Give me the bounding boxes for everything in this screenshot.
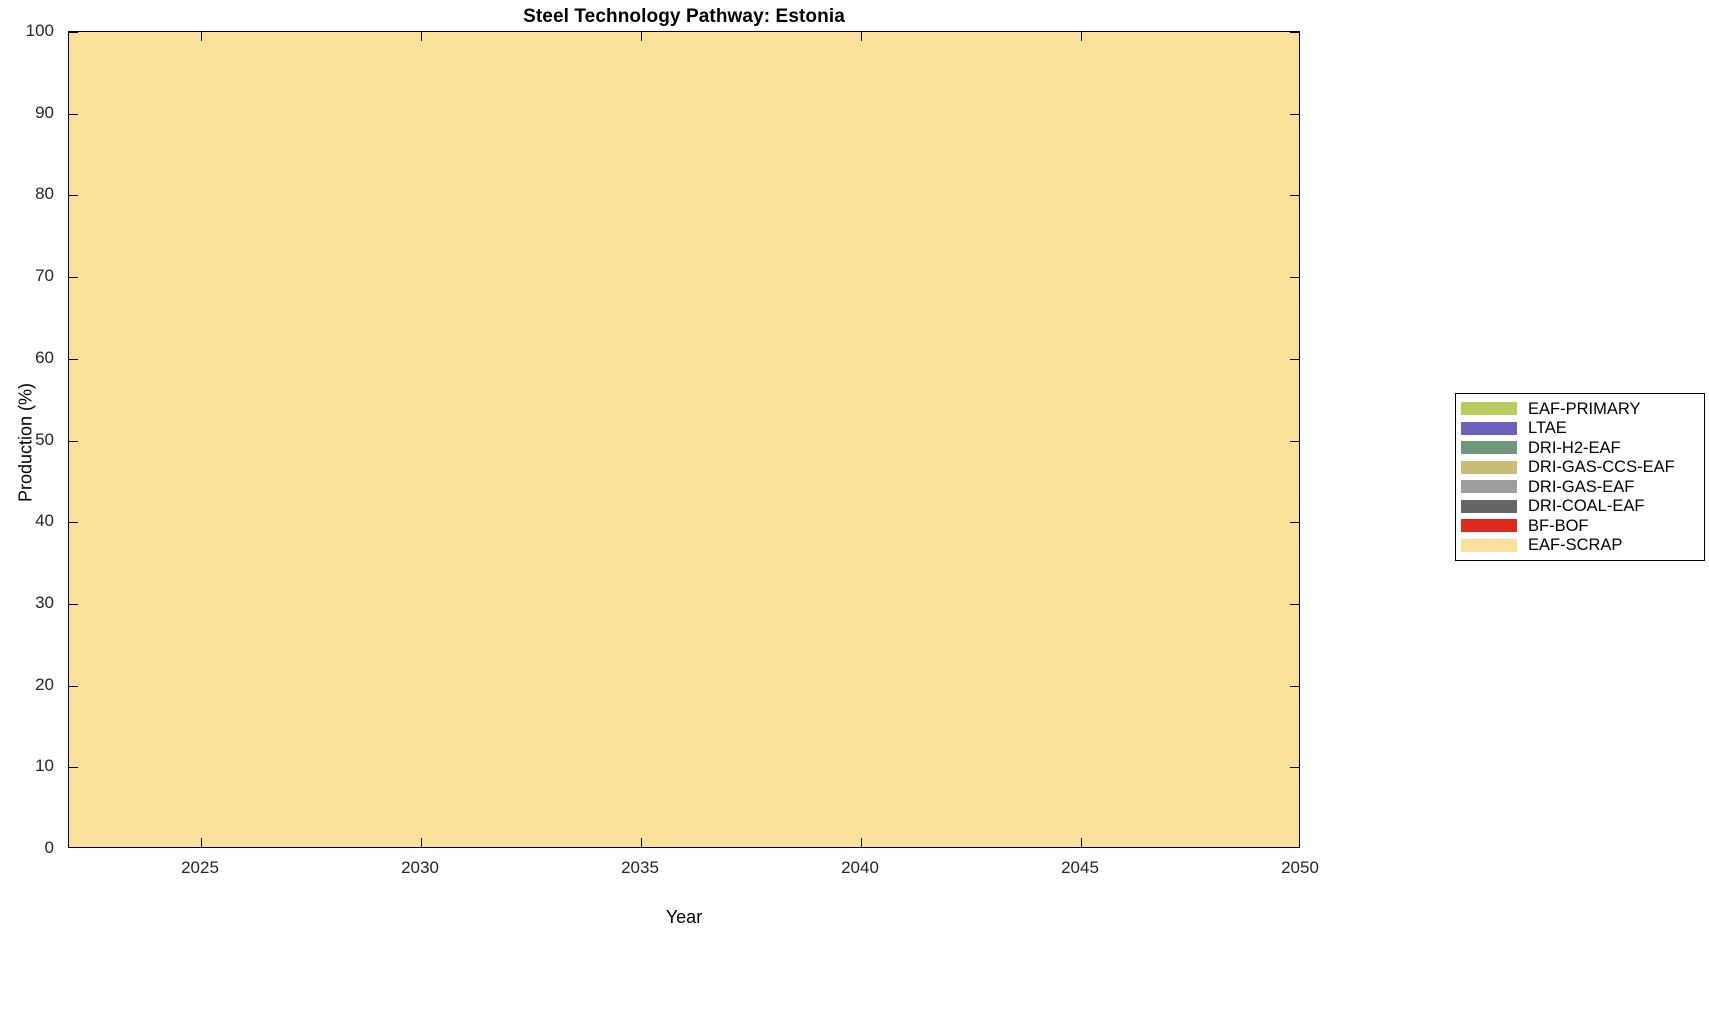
y-tick-label: 50 <box>35 429 54 449</box>
y-tick-mark <box>69 767 78 769</box>
x-tick-mark <box>201 838 202 847</box>
legend-swatch-icon <box>1461 538 1517 552</box>
legend-item-eaf-scrap[interactable]: EAF-SCRAP <box>1461 536 1698 556</box>
y-axis-label: Production (%) <box>15 382 36 503</box>
legend-swatch-icon <box>1461 499 1517 513</box>
area-series-eaf-scrap <box>69 32 1299 847</box>
legend: EAF-PRIMARY LTAE DRI-H2-EAF DRI-GAS-CCS-EAF… <box>1455 393 1705 561</box>
y-tick-label: 90 <box>35 102 54 122</box>
plot-area <box>68 31 1300 848</box>
legend-item-ltae[interactable]: LTAE <box>1461 419 1698 439</box>
legend-item-label: DRI-COAL-EAF <box>1528 497 1645 515</box>
x-tick-label: 2050 <box>1281 858 1319 877</box>
y-tick-label: 10 <box>35 756 54 776</box>
y-tick-mark-right <box>1290 277 1299 279</box>
x-tick-label: 2040 <box>841 858 879 877</box>
x-tick-mark-top <box>861 32 862 41</box>
legend-swatch-icon <box>1461 421 1517 435</box>
x-tick-mark <box>1081 838 1082 847</box>
legend-item-label: EAF-PRIMARY <box>1528 399 1641 418</box>
legend-item-bf-bof[interactable]: BF-BOF <box>1461 516 1698 536</box>
y-tick-mark <box>69 277 78 279</box>
y-tick-mark-right <box>1290 522 1299 524</box>
x-tick-label: 2030 <box>401 858 439 877</box>
legend-item-label: DRI-H2-EAF <box>1528 438 1621 457</box>
legend-item-label: EAF-SCRAP <box>1528 536 1623 554</box>
legend-item-label: LTAE <box>1528 419 1567 437</box>
y-tick-label: 100 <box>25 21 54 40</box>
y-tick-mark <box>69 195 78 197</box>
y-tick-mark-right <box>1290 358 1299 360</box>
legend-item-dri-coal-eaf[interactable]: DRI-COAL-EAF <box>1461 497 1698 517</box>
legend-item-dri-h2-eaf[interactable]: DRI-H2-EAF <box>1461 438 1698 458</box>
x-tick-mark <box>641 838 642 847</box>
legend-item-eaf-primary[interactable]: EAF-PRIMARY <box>1461 399 1698 419</box>
legend-item-label: BF-BOF <box>1528 516 1589 535</box>
legend-item-dri-gas-eaf[interactable]: DRI-GAS-EAF <box>1461 477 1698 497</box>
y-tick-mark <box>69 32 78 33</box>
y-axis-tick-labels: 0 10 20 30 40 50 60 70 80 90 100 <box>0 21 1709 857</box>
x-tick-mark-top <box>421 32 422 41</box>
legend-swatch-icon <box>1461 441 1517 455</box>
y-tick-mark <box>69 603 78 605</box>
y-tick-mark <box>69 522 78 524</box>
y-tick-mark-right <box>1290 195 1299 197</box>
y-tick-mark-right <box>1290 32 1299 33</box>
x-tick-label: 2045 <box>1061 858 1099 877</box>
y-tick-mark-right <box>1290 685 1299 687</box>
y-tick-mark-right <box>1290 603 1299 605</box>
x-axis-label: Year <box>665 907 703 927</box>
x-tick-label: 2035 <box>621 858 659 877</box>
x-tick-mark <box>421 838 422 847</box>
legend-item-label: DRI-GAS-CCS-EAF <box>1528 458 1675 476</box>
legend-swatch-icon <box>1461 519 1517 533</box>
y-tick-mark-right <box>1290 113 1299 115</box>
x-tick-mark <box>861 838 862 847</box>
y-tick-mark-right <box>1290 440 1299 442</box>
y-tick-mark <box>69 113 78 115</box>
x-tick-mark-top <box>201 32 202 41</box>
y-tick-mark <box>69 358 78 360</box>
y-tick-mark <box>69 440 78 442</box>
x-tick-label: 2025 <box>181 858 219 877</box>
y-tick-label: 70 <box>35 266 54 286</box>
y-tick-label: 80 <box>35 184 54 204</box>
chart-title: Steel Technology Pathway: Estonia <box>523 6 845 27</box>
y-tick-label: 30 <box>35 592 54 612</box>
legend-item-dri-gas-ccs-eaf[interactable]: DRI-GAS-CCS-EAF <box>1461 458 1698 478</box>
legend-swatch-icon <box>1461 402 1517 416</box>
legend-item-label: DRI-GAS-EAF <box>1528 477 1635 496</box>
x-tick-mark-top <box>1081 32 1082 41</box>
y-tick-label: 20 <box>35 674 54 694</box>
y-tick-label: 40 <box>35 511 54 531</box>
legend-swatch-icon <box>1461 480 1517 494</box>
y-tick-label: 60 <box>35 347 54 367</box>
y-tick-mark-right <box>1290 767 1299 769</box>
x-tick-mark-top <box>641 32 642 41</box>
y-tick-mark <box>69 685 78 687</box>
y-tick-label: 0 <box>44 838 54 857</box>
legend-swatch-icon <box>1461 460 1517 474</box>
